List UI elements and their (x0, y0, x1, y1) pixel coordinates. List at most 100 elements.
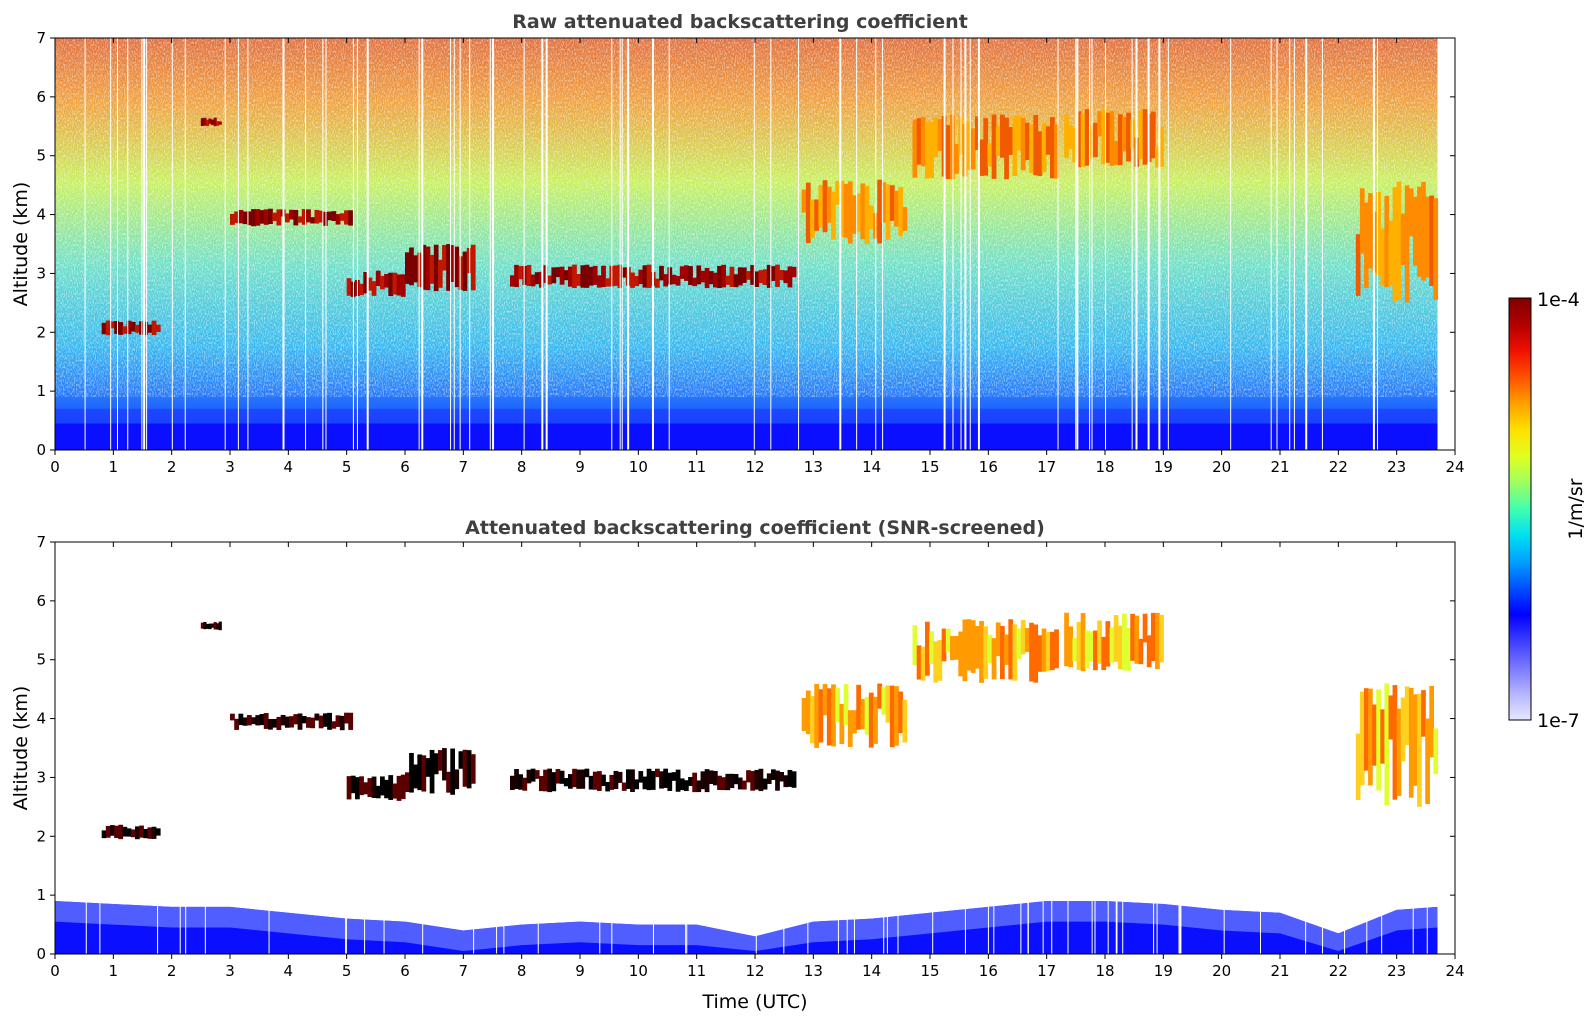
cloud-cell (601, 774, 606, 787)
cloud-cell (576, 769, 582, 789)
cloud-cell (348, 210, 354, 226)
cloud-cell (1417, 186, 1422, 277)
y-tick-label: 7 (36, 29, 46, 47)
cloud-cell (654, 768, 660, 778)
cloud-cell (584, 768, 590, 778)
cloud-cell (1138, 110, 1144, 159)
cloud-cell (638, 771, 644, 783)
cloud-cell (1033, 114, 1039, 176)
cloud-cell (717, 266, 722, 289)
cloud-cell (810, 696, 815, 744)
cloud-cell (741, 780, 747, 790)
cloud-cell (856, 684, 862, 730)
cloud-cell (559, 770, 565, 784)
cloud-cell (700, 771, 706, 790)
cloud-cell (246, 211, 252, 226)
x-tick-label: 23 (1387, 962, 1406, 980)
x-tick-label: 18 (1095, 962, 1114, 980)
cloud-cell (211, 119, 215, 125)
cloud-cell (1037, 635, 1043, 672)
cloud-cell (613, 770, 619, 790)
cloud-cell (1029, 124, 1034, 174)
cloud-cell (396, 274, 402, 296)
cloud-cell (979, 621, 984, 683)
cloud-cell (898, 187, 904, 237)
cloud-cell (1368, 193, 1373, 269)
cloud-cell (234, 211, 240, 224)
cloud-cell (1425, 196, 1430, 278)
cloud-cell (425, 758, 431, 777)
cloud-cell (1364, 202, 1369, 288)
x-tick-label: 15 (920, 458, 939, 476)
cloud-cell (885, 184, 891, 240)
cloud-cell (101, 830, 107, 839)
cloud-cell (894, 686, 899, 746)
cloud-cell (950, 635, 955, 661)
cloud-cell (902, 207, 908, 231)
cloud-cell (712, 272, 718, 288)
cloud-cell (344, 210, 349, 225)
cloud-cell (514, 264, 519, 288)
cloud-cell (1045, 632, 1051, 672)
cloud-cell (155, 324, 161, 332)
cloud-cell (995, 622, 1001, 657)
y-tick-label: 2 (36, 323, 46, 341)
cloud-cell (679, 266, 685, 279)
cloud-cell (1101, 636, 1107, 671)
cloud-cell (916, 118, 922, 165)
cloud-cell (1037, 131, 1043, 176)
cloud-cell (1076, 621, 1082, 670)
cloud-cell (1388, 220, 1394, 286)
cloud-cell (130, 829, 136, 838)
cloud-cell (873, 696, 878, 744)
cloud-cell (514, 769, 519, 789)
x-tick-label: 11 (687, 458, 706, 476)
cloud-cell (864, 696, 870, 735)
cloud-cell (551, 267, 557, 284)
y-tick-label: 5 (36, 147, 46, 165)
cloud-cell (704, 268, 710, 289)
cloud-cell (667, 772, 673, 791)
y-tick-label: 1 (36, 382, 46, 400)
cloud-cell (1421, 690, 1426, 737)
cloud-cell (297, 216, 303, 223)
x-tick-label: 13 (804, 962, 823, 980)
cloud-cell (783, 270, 789, 284)
cloud-cell (987, 634, 993, 664)
chart-title: Attenuated backscattering coefficient (S… (465, 517, 1045, 539)
snr-screened-panel: Attenuated backscattering coefficient (S… (10, 517, 1465, 1013)
cloud-cell (251, 717, 256, 725)
cloud-cell (454, 246, 460, 288)
cloud-cell (246, 715, 252, 726)
cloud-cell (230, 713, 235, 721)
cloud-cell (1000, 114, 1005, 158)
cloud-cell (510, 275, 515, 287)
y-tick-label: 6 (36, 592, 46, 610)
cloud-cell (1359, 188, 1365, 254)
cloud-cell (567, 266, 573, 287)
cloud-cell (826, 688, 832, 746)
cloud-cell (310, 717, 316, 729)
cloud-cell (363, 271, 369, 294)
surface-layer (55, 423, 1438, 450)
raw-heatmap-area (55, 38, 1439, 450)
cloud-cell (679, 778, 685, 791)
cloud-cell (596, 275, 602, 288)
cloud-cell (314, 209, 320, 224)
cloud-cell (805, 690, 811, 735)
x-tick-label: 10 (629, 962, 648, 980)
cloud-cell (1400, 213, 1406, 266)
cloud-cell (1429, 195, 1435, 287)
cloud-cell (335, 715, 341, 727)
cloud-cell (293, 714, 299, 725)
cloud-cell (576, 274, 582, 286)
cloud-cell (327, 211, 332, 221)
cloud-cell (363, 782, 369, 795)
cloud-cell (712, 770, 718, 786)
cloud-cell (920, 646, 926, 681)
y-tick-label: 1 (36, 886, 46, 904)
cloud-cell (1355, 733, 1361, 800)
cloud-cell (843, 684, 849, 726)
cloud-cell (318, 210, 324, 223)
cloud-cell (1050, 117, 1055, 179)
